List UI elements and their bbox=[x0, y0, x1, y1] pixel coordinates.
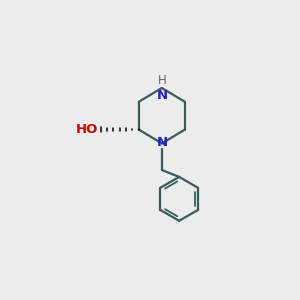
Text: N: N bbox=[156, 89, 167, 102]
Text: N: N bbox=[156, 136, 167, 149]
Text: H: H bbox=[158, 74, 166, 87]
Text: HO: HO bbox=[76, 123, 98, 136]
